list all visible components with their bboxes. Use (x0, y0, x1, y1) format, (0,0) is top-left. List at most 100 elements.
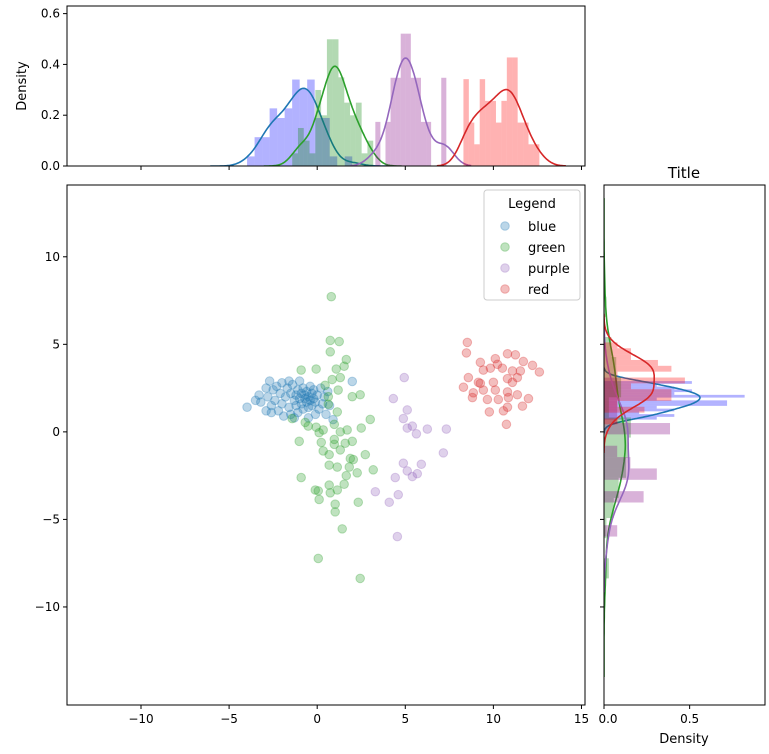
scatter-point-blue (261, 383, 271, 393)
scatter-point-red (475, 357, 486, 368)
right-hist-bar-blue (604, 392, 675, 395)
top-hist-bar-purple (390, 77, 396, 166)
scatter-point-purple (390, 472, 401, 483)
scatter-point-blue (303, 392, 314, 402)
scatter-point-purple (407, 421, 418, 431)
scatter-point-green (294, 436, 305, 447)
top-kde-line-red (436, 88, 566, 166)
right-hist-bar-purple (604, 388, 618, 401)
scatter-point-green (341, 470, 352, 481)
right-hist-bar-red (604, 389, 672, 396)
right-hist-bar-red (604, 383, 631, 390)
scatter-point-blue (314, 404, 324, 414)
top-marginal-axes: 0.0 0.2 0.4 0.6 (41, 5, 586, 173)
right-hist-bar-purple (604, 491, 644, 503)
right-hist-bar-purple (604, 377, 618, 389)
legend-label-green: green (528, 241, 566, 256)
scatter-point-green (329, 439, 340, 450)
scatter-point-blue (285, 409, 296, 420)
scatter-point-blue (305, 395, 315, 406)
x-tick-label: 15 (574, 712, 589, 726)
scatter-point-green (313, 553, 324, 564)
scatter-point-blue (296, 388, 307, 399)
top-kde-line-green (263, 65, 402, 166)
scatter-point-blue (289, 413, 300, 423)
right-marginal-xlabel: Density (659, 732, 709, 747)
scatter-point-red (527, 360, 538, 371)
scatter-point-red (475, 378, 486, 389)
scatter-point-blue (256, 397, 266, 407)
right-hist-bar-red (604, 359, 658, 366)
right-hist-bar-blue (604, 416, 657, 420)
scatter-point-green (329, 434, 340, 445)
scatter-point-blue (317, 399, 328, 409)
scatter-point-green (332, 485, 343, 495)
right-hist-bar-blue (604, 414, 675, 417)
scatter-point-green (353, 497, 364, 508)
scatter-point-purple (402, 423, 413, 433)
scatter-point-blue (280, 392, 291, 402)
scatter-point-red (502, 373, 513, 384)
scatter-point-green (300, 417, 311, 428)
scatter-point-blue (324, 400, 335, 411)
scatter-point-green (342, 425, 352, 435)
scatter-point-blue (301, 397, 312, 407)
top-hist-bar-green (355, 102, 362, 166)
scatter-point-blue (273, 406, 284, 416)
top-y-tick-label: 0.4 (41, 57, 60, 71)
top-hist-bar-purple (405, 33, 411, 166)
scatter-point-green (337, 524, 348, 534)
scatter-point-purple (388, 393, 399, 404)
scatter-point-blue (315, 383, 326, 393)
right-hist-bar-red (604, 395, 672, 401)
top-hist-bar-blue (292, 79, 300, 166)
scatter-point-blue (266, 400, 277, 411)
main-axes-frame (66, 184, 586, 706)
top-hist-bar-purple (410, 77, 416, 166)
right-hist-bar-blue (604, 405, 657, 409)
scatter-point-blue (270, 395, 280, 406)
scatter-point-blue (300, 393, 310, 404)
top-marginal-ylabel: Density (15, 61, 30, 111)
top-hist-bar-purple (420, 121, 427, 166)
right-hist-bar-red (604, 365, 672, 372)
scatter-point-green (324, 480, 334, 490)
scatter-point-red (507, 366, 518, 376)
scatter-point-green (334, 336, 345, 347)
legend-marker-purple (500, 263, 510, 273)
top-hist-bar-blue (322, 117, 330, 166)
scatter-point-blue (250, 395, 261, 406)
scatter-point-green (310, 485, 321, 495)
scatter-point-green (311, 422, 321, 432)
top-hist-bar-green (332, 39, 339, 166)
scatter-point-blue (264, 376, 275, 386)
scatter-point-red (512, 389, 523, 400)
scatter-point-green (340, 438, 351, 449)
right-hist-bar-purple (604, 525, 618, 537)
top-hist-bar-green (367, 140, 374, 166)
scatter-point-blue (303, 402, 314, 413)
right-hist-bar-purple (604, 423, 671, 435)
scatter-point-blue (298, 383, 308, 393)
right-hist-bar-purple (604, 445, 618, 458)
top-hist-bar-blue (269, 108, 278, 166)
right-hist-bar-blue (604, 394, 745, 398)
scatter-point-blue (307, 400, 317, 411)
top-hist-bar-blue (262, 137, 270, 166)
scatter-point-blue (308, 393, 319, 404)
scatter-point-purple (416, 459, 427, 470)
scatter-point-green (320, 380, 330, 391)
scatter-point-blue (321, 409, 331, 420)
top-hist-bar-red (517, 122, 524, 166)
scatter-point-purple (384, 497, 395, 508)
scatter-point-blue (308, 385, 319, 395)
top-hist-bar-purple (426, 121, 432, 166)
scatter-point-green (329, 419, 340, 430)
scatter-point-green (314, 494, 324, 505)
scatter-point-blue (282, 383, 293, 393)
scatter-point-blue (278, 411, 289, 421)
right-hist-bar-blue (604, 400, 728, 404)
right-hist-bar-green (604, 336, 612, 358)
x-tick-label: 0 (313, 712, 321, 726)
